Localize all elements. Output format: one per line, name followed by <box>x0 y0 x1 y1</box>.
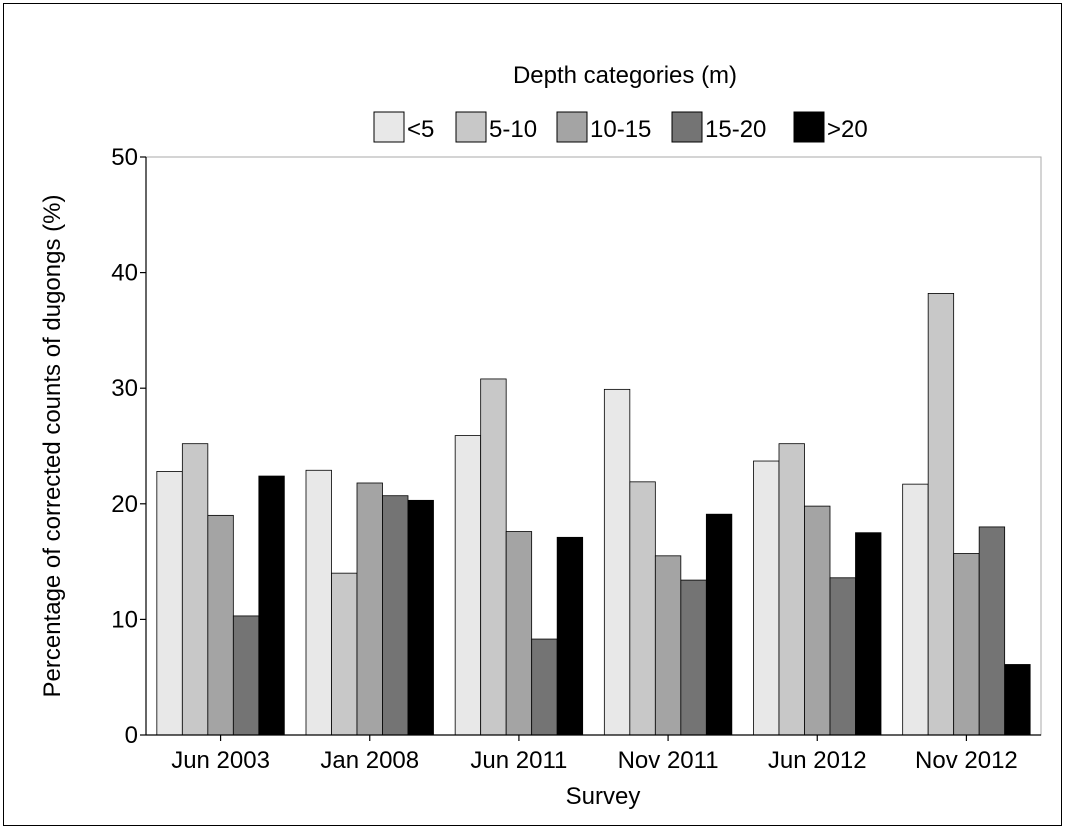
bar-10-15-3 <box>654 555 682 736</box>
bar-10-15-1 <box>356 482 383 736</box>
bar-20-1 <box>407 499 434 736</box>
bar-5-5 <box>902 483 929 736</box>
y-axis-label: Percentage of corrected counts of dugong… <box>39 195 66 698</box>
legend-swatch <box>455 111 487 143</box>
legend-label: 10-15 <box>590 116 651 143</box>
y-tick-label: 50 <box>111 144 138 171</box>
bar-15-20-0 <box>232 615 260 736</box>
bar-5-10-0 <box>181 443 209 736</box>
bar-5-3 <box>603 388 631 736</box>
y-tick-label: 0 <box>125 722 138 749</box>
y-tick-label: 20 <box>111 491 138 518</box>
legend-label: 5-10 <box>489 116 537 143</box>
bar-20-2 <box>556 536 584 736</box>
bar-20-4 <box>855 532 882 736</box>
bar-5-1 <box>305 469 332 736</box>
x-tick-label: Jun 2003 <box>171 747 270 774</box>
bar-5-10-4 <box>778 443 805 736</box>
legend-swatch <box>556 111 588 143</box>
x-tick-label: Jun 2011 <box>470 747 567 774</box>
legend: Depth categories (m) <5 5-10 10-15 15-20 >20 <box>373 62 868 143</box>
x-tick-label: Nov 2011 <box>618 747 719 774</box>
bar-5-10-2 <box>480 378 507 736</box>
bar-5-10-1 <box>331 572 358 736</box>
legend-label: 15-20 <box>705 116 766 143</box>
bar-10-15-2 <box>505 531 533 736</box>
bar-5-10-5 <box>927 293 955 736</box>
bar-5-2 <box>454 435 482 736</box>
legend-swatch <box>373 111 405 143</box>
legend-label: >20 <box>827 116 868 143</box>
bar-15-20-3 <box>680 579 707 736</box>
legend-label: <5 <box>407 116 434 143</box>
bar-20-0 <box>258 475 285 736</box>
bar-5-4 <box>753 460 780 736</box>
bar-15-20-1 <box>382 495 409 736</box>
y-tick-label: 30 <box>111 375 138 402</box>
bar-15-20-2 <box>531 638 558 736</box>
legend-swatch <box>793 111 825 143</box>
bar-10-15-0 <box>207 514 234 736</box>
bar-10-15-4 <box>804 505 831 736</box>
legend-title: Depth categories (m) <box>513 62 737 89</box>
y-tick-label: 40 <box>111 260 138 287</box>
x-tick-label: Jun 2012 <box>768 747 867 774</box>
legend-swatch <box>671 111 703 143</box>
bar-20-5 <box>1004 664 1031 736</box>
bar-15-20-4 <box>829 577 856 736</box>
bar-5-0 <box>156 471 183 736</box>
y-tick-label: 10 <box>111 606 138 633</box>
bar-15-20-5 <box>978 526 1006 736</box>
bar-10-15-5 <box>953 553 980 736</box>
x-axis-label: Survey <box>566 783 641 810</box>
bar-5-10-3 <box>629 481 656 736</box>
x-tick-label: Nov 2012 <box>915 747 1018 774</box>
x-tick-label: Jan 2008 <box>320 747 419 774</box>
bar-20-3 <box>705 513 733 736</box>
